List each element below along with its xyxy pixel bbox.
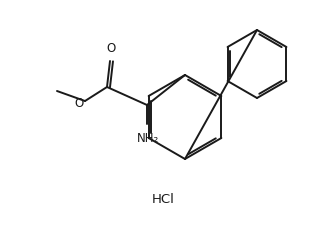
Text: O: O xyxy=(75,97,84,110)
Text: NH₂: NH₂ xyxy=(137,131,159,144)
Text: O: O xyxy=(106,42,116,55)
Text: HCl: HCl xyxy=(151,193,174,206)
